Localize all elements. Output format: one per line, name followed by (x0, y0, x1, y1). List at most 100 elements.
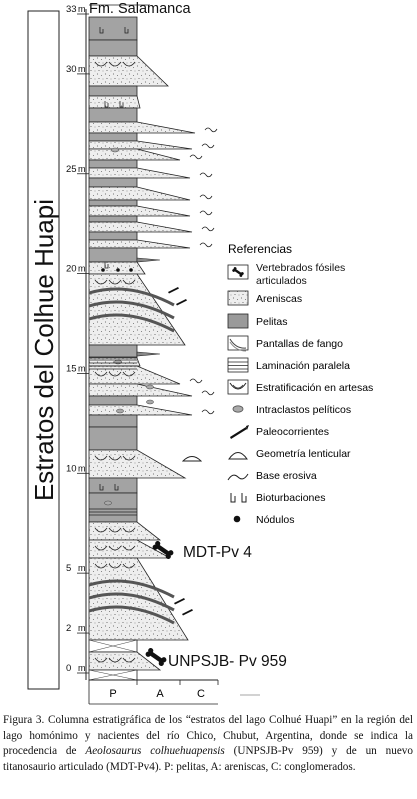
erosive-base-icon (204, 127, 218, 133)
legend-label: Intraclastos pelíticos (256, 404, 351, 416)
caption-suffix: (UNPSJB-Pv 959) y de un nuevo titanosaur… (3, 745, 413, 773)
mudstone-bed (88, 231, 138, 241)
erosive-base-icon (199, 172, 213, 178)
title-box: Estratos del Colhue Huapi (27, 10, 60, 690)
mudstone-bed (88, 16, 138, 41)
intraclast-icon (104, 500, 112, 506)
sandstone-bed (88, 273, 186, 346)
intraclast-icon (116, 408, 124, 414)
stratigraphic-column-figure: Estratos del Colhue Huapi Fm. Salamanca … (27, 1, 373, 705)
legend-label: Laminación paralela (256, 360, 350, 372)
sandstone-bed (88, 140, 193, 150)
bioturbation-icon (104, 101, 109, 108)
sandstone-bed (88, 205, 191, 217)
mudstone-bed (88, 132, 138, 142)
bioturbation-icon (114, 484, 119, 491)
specimen-label-mdt: MDT-Pv 4 (183, 544, 252, 561)
sandstone-icon (227, 290, 249, 306)
depth-scale: 0 m2 m5 m10 m15 m20 m25 m30 m33 m (66, 4, 89, 680)
bioturbation-icon (99, 484, 104, 491)
caption-species: Aeolosaurus colhuehuapensis (85, 745, 225, 757)
axis-label-p: P (109, 688, 116, 700)
legend-label: Paleocorrientes (256, 426, 329, 438)
mudstone-bed (88, 85, 138, 97)
intraclast-icon (146, 384, 154, 390)
bioturbation-icon (119, 101, 124, 108)
legend-title: Referencias (228, 242, 292, 256)
scale-tick-label: 15 (66, 363, 77, 374)
mudstone-bed (88, 344, 138, 359)
sandstone-bed (88, 239, 191, 249)
axis-label-a: A (156, 688, 164, 700)
specimen-label-unpsjb: UNPSJB- Pv 959 (168, 653, 287, 670)
mudstone-bed (88, 426, 138, 451)
legend-label: Pantallas de fango (256, 338, 343, 350)
sandstone-bed (88, 167, 191, 179)
grain-size-axis: P A C (88, 679, 260, 705)
sandstone-bed (88, 95, 141, 109)
erosive-base-icon (201, 390, 215, 396)
erosive-base-icon (199, 242, 213, 248)
scale-tick-label: 2 (66, 623, 71, 634)
scale-tick-label: 25 (66, 164, 77, 175)
scale-unit-label: m (78, 563, 86, 573)
paleocurrent-icon (230, 425, 249, 439)
legend-label: Nódulos (256, 514, 295, 526)
sandstone-bed (88, 186, 191, 201)
sandstone-bed (88, 261, 146, 275)
nodule-icon (129, 268, 133, 272)
trough-cross-icon (227, 379, 249, 395)
scale-unit-label: m (78, 164, 86, 174)
scale-unit-label: m (78, 463, 86, 473)
specimen-mdt-pv4: MDT-Pv 4 (152, 541, 252, 561)
erosive-base-icon (199, 194, 213, 200)
intraclast-icon (111, 147, 119, 153)
scale-tick-label: 5 (66, 563, 71, 574)
mudstone-bed (88, 492, 138, 523)
legend-label: Geometría lenticular (256, 448, 351, 460)
mudstone-bed (88, 414, 138, 428)
mudstone-bed (88, 215, 138, 223)
legend-label: Estratificación en artesas (256, 382, 373, 394)
bone-icon (232, 267, 244, 277)
mudstone-bed (88, 159, 138, 169)
mudstone-bed (88, 39, 138, 57)
legend-label: Base erosiva (256, 470, 317, 482)
mud-drape-icon (227, 335, 249, 352)
paleocurrent-icon (182, 609, 193, 616)
scale-unit-label: m (78, 363, 86, 373)
erosive-base-icon (201, 226, 215, 232)
paleocurrent-icon (176, 299, 187, 306)
caption-prefix: Figura 3. Columna estratigráfica de los … (3, 714, 413, 757)
scale-tick-label: 0 (66, 663, 71, 674)
scale-tick-label: 33 (66, 4, 77, 15)
erosive-base-icon (189, 378, 203, 384)
legend-label: Pelitas (256, 316, 288, 328)
intraclast-icon (232, 405, 244, 413)
intraclast-icon (114, 359, 122, 365)
erosive-base-icon (199, 210, 213, 216)
scale-tick-label: 10 (66, 463, 77, 474)
intraclast-icon (146, 399, 154, 405)
bone-icon (152, 541, 174, 559)
scale-tick-label: 20 (66, 264, 77, 275)
lenticular-icon (181, 456, 203, 462)
erosive-base-icon (189, 154, 203, 160)
bioturbation-icon (99, 27, 104, 34)
nodule-icon (116, 268, 120, 272)
nodule-icon (101, 268, 105, 272)
figure-caption: Figura 3. Columna estratigráfica de los … (3, 713, 413, 775)
scale-unit-label: m (78, 663, 86, 673)
axis-label-c: C (197, 688, 205, 700)
sandstone-bed (88, 521, 162, 541)
sandstone-bed (88, 383, 193, 397)
bioturbation-icon (124, 27, 129, 34)
bioturbation-icon (230, 493, 247, 503)
mudstone-bed (88, 199, 138, 207)
column-title: Estratos del Colhue Huapi (29, 199, 59, 501)
scale-unit-label: m (78, 4, 86, 14)
sandstone-bed (88, 449, 187, 479)
sandstone-bed (88, 651, 162, 671)
column-body (88, 16, 218, 681)
sandstone-bed (88, 557, 189, 641)
